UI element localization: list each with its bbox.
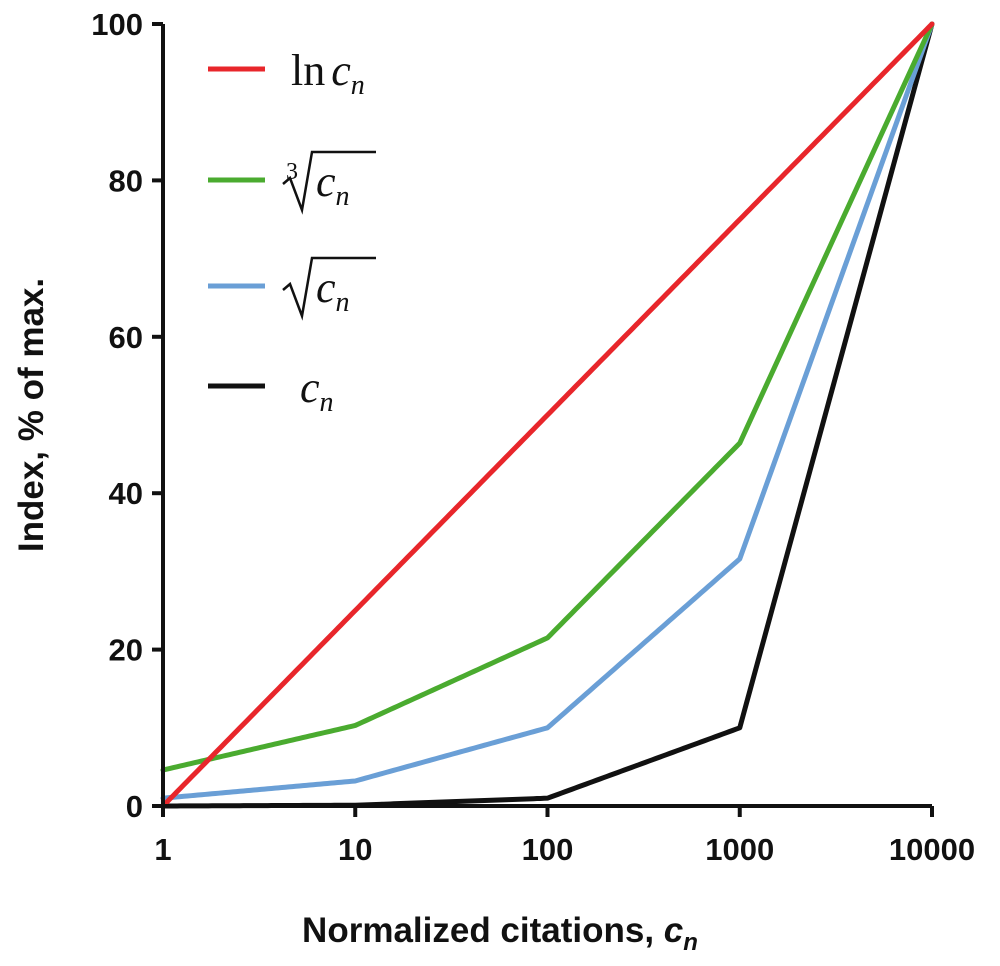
legend-function-prefix: ln [291,46,325,95]
legend-item: 3 cn [208,150,376,215]
data-series-layer [160,21,935,809]
y-axis-title: Index, % of max. [12,278,51,552]
x-axis-title-text: Normalized citations, [302,911,664,950]
series-line-1 [160,21,935,773]
y-tick-label: 80 [109,163,143,198]
legend-radical-sign [282,150,376,215]
y-tick-label: 40 [109,476,143,511]
legend-variable: c [300,363,320,412]
legend-variable: c [316,157,336,206]
x-axis-title-subscript: n [683,929,698,956]
y-tick-label: 20 [109,633,143,668]
legend-item: ln cn [208,46,365,101]
legend-radical-sign [282,256,376,321]
x-tick-label: 100 [522,832,574,867]
series-line-2 [160,21,935,801]
legend-subscript: n [320,387,334,418]
x-tick-label: 10000 [889,832,975,867]
y-tick-label: 60 [109,320,143,355]
legend-label: ln cn [291,46,365,101]
legend-variable: c [331,46,351,95]
legend-label: cn [316,263,350,318]
y-tick-label: 0 [126,789,143,824]
legend-variable: c [316,263,336,312]
legend-subscript: n [351,70,365,101]
x-axis-title-variable: c [664,911,683,950]
legend-label: cn [316,157,350,212]
legend-subscript: n [336,181,350,212]
legend-label: cn [300,363,334,418]
x-tick-label: 1000 [705,832,774,867]
ticks: 1 10 100 1000 10000 0 20 40 60 80 100 [91,7,975,867]
x-axis-title: Normalized citations, cn [302,911,698,956]
x-tick-label: 1 [154,832,171,867]
legend-subscript: n [336,287,350,318]
x-tick-label: 10 [338,832,372,867]
series-line-0 [160,21,935,809]
legend-item: cn [208,256,376,321]
legend-item: cn [208,363,334,418]
y-tick-label: 100 [91,7,143,42]
